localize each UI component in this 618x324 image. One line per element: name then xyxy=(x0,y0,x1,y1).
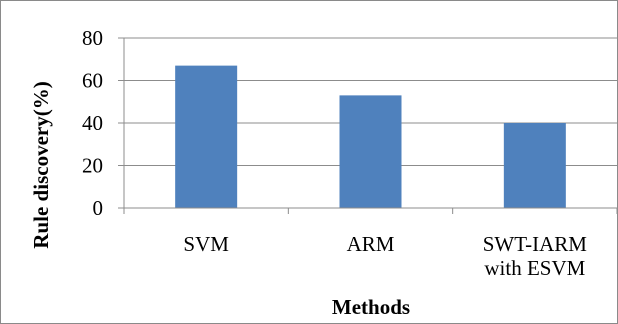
x-tick-label: SVM xyxy=(183,232,229,256)
x-tick-label: SWT-IARM with ESVM xyxy=(483,232,588,280)
bar xyxy=(175,65,238,208)
x-tick-label-line: with ESVM xyxy=(484,256,585,280)
y-tick-label: 60 xyxy=(82,69,103,93)
x-tick-label: ARM xyxy=(347,232,395,256)
y-tick-label: 20 xyxy=(82,154,103,178)
y-tick-label: 0 xyxy=(93,196,104,220)
bar xyxy=(503,123,566,208)
bars xyxy=(175,65,566,208)
x-tick-label-line: ARM xyxy=(347,232,395,256)
y-tick-label: 80 xyxy=(82,26,103,50)
x-tick-labels: SVM ARM SWT-IARM with ESVM xyxy=(183,232,587,280)
y-tick-label: 40 xyxy=(82,111,103,135)
x-tick-label-line: SWT-IARM xyxy=(483,232,588,256)
axes xyxy=(118,37,618,214)
bar xyxy=(339,95,402,208)
y-axis-title: Rule discovery(%) xyxy=(29,81,53,248)
x-tick-label-line: SVM xyxy=(183,232,229,256)
x-axis-title: Methods xyxy=(332,295,410,319)
y-tick-labels: 0 20 40 60 80 xyxy=(82,26,103,220)
